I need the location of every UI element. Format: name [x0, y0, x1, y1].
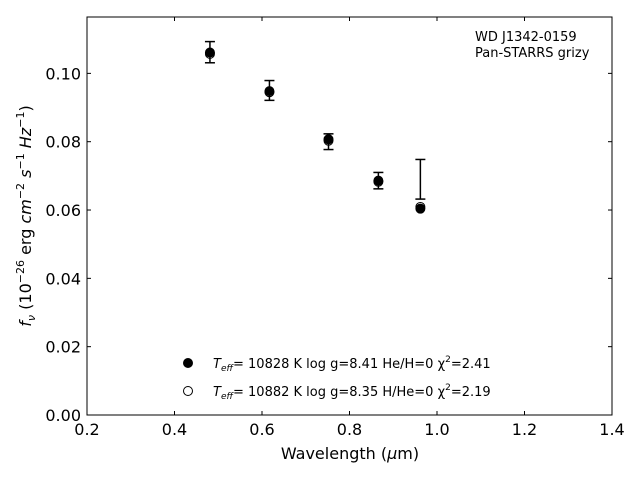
x-tick-label: 0.6	[249, 420, 274, 439]
y-tick-label: 0.02	[45, 338, 81, 357]
x-tick-label: 0.2	[74, 420, 99, 439]
y-tick-label: 0.04	[45, 269, 81, 288]
x-tick-label: 1.2	[512, 420, 537, 439]
model-point-open	[415, 201, 426, 212]
y-tick-label: 0.10	[45, 64, 81, 83]
axes-frame	[86, 16, 613, 416]
model-point-open	[373, 176, 384, 187]
legend-label-1: Teff= 10828 K log g=8.41 He/H=0 χ2=2.41	[213, 355, 491, 374]
legend-marker-filled	[183, 358, 193, 368]
annotation: WD J1342-0159 Pan-STARRS grizy	[475, 30, 590, 61]
legend: Teff= 10828 K log g=8.41 He/H=0 χ2=2.41 …	[183, 355, 491, 402]
error-bars	[204, 40, 426, 200]
axis-ticks: 0.2 0.4 0.6 0.8 1.0 1.2 1.4 0.00 0.02 0.04 0.06 0.0…	[45, 17, 625, 439]
y-tick-label: 0.06	[45, 201, 81, 220]
y-axis-label: fν (10−26 erg cm−2 s−1 Hz−1)	[14, 105, 38, 326]
annotation-line-2: Pan-STARRS grizy	[475, 46, 590, 61]
plot-area	[86, 16, 613, 416]
legend-label-2: Teff= 10882 K log g=8.35 H/He=0 χ2=2.19	[213, 383, 491, 402]
x-tick-label: 1.4	[599, 420, 624, 439]
legend-marker-open	[183, 386, 193, 396]
data-markers	[204, 47, 426, 214]
x-tick-label: 0.8	[337, 420, 362, 439]
x-axis-label: Wavelength (μm)	[281, 444, 419, 463]
model-point-open	[264, 87, 275, 98]
x-tick-label: 0.4	[162, 420, 187, 439]
model-point-open	[204, 48, 215, 59]
x-tick-label: 1.0	[424, 420, 449, 439]
model-point-open	[323, 135, 334, 146]
y-tick-label: 0.08	[45, 133, 81, 152]
annotation-line-1: WD J1342-0159	[475, 30, 577, 45]
y-tick-label: 0.00	[45, 406, 81, 425]
